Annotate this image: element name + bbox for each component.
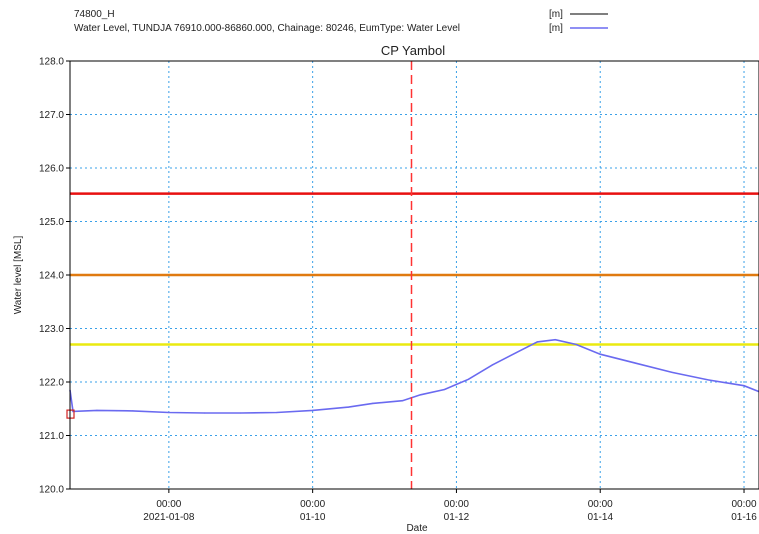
legend: 74800_H [m] Water Level, TUNDJA 76910.00… bbox=[74, 9, 608, 34]
series-point bbox=[491, 364, 493, 366]
series-point bbox=[554, 339, 556, 341]
series-point bbox=[419, 394, 422, 396]
series bbox=[69, 338, 759, 414]
series-point bbox=[276, 411, 278, 414]
series-point bbox=[347, 406, 350, 408]
y-tick-label: 122.0 bbox=[39, 378, 64, 389]
y-tick-label: 123.0 bbox=[39, 324, 64, 335]
series-point bbox=[575, 343, 577, 346]
y-tick-label: 127.0 bbox=[39, 110, 64, 121]
x-tick-date: 2021-01-08 bbox=[143, 512, 195, 523]
y-tick-label: 121.0 bbox=[39, 431, 64, 442]
series-point bbox=[312, 409, 314, 411]
series-point bbox=[132, 410, 134, 412]
series-point bbox=[240, 412, 242, 414]
threshold-lines bbox=[70, 192, 759, 346]
series-point bbox=[467, 378, 470, 380]
x-axis-label: Date bbox=[406, 523, 428, 534]
series-point bbox=[536, 341, 538, 343]
x-tick-time: 00:00 bbox=[732, 499, 757, 510]
series-point bbox=[635, 362, 637, 364]
y-tick-label: 124.0 bbox=[39, 271, 64, 282]
series-point bbox=[401, 400, 404, 402]
series-point bbox=[204, 412, 206, 414]
x-tick-time: 00:00 bbox=[156, 499, 181, 510]
y-tick-label: 125.0 bbox=[39, 217, 64, 228]
chart-title: CP Yambol bbox=[381, 43, 445, 58]
y-tick-label: 120.0 bbox=[39, 485, 64, 496]
series-point bbox=[72, 410, 74, 413]
legend-label-1: 74800_H bbox=[74, 9, 115, 20]
x-tick-date: 01-12 bbox=[444, 512, 470, 523]
series-point bbox=[707, 379, 709, 381]
x-tick-date: 01-14 bbox=[587, 512, 613, 523]
y-tick-label: 128.0 bbox=[39, 57, 64, 68]
series-point bbox=[515, 351, 517, 354]
series-point bbox=[671, 371, 673, 373]
x-axis-ticks: 00:00 2021-01-08 00:00 01-10 00:00 01-12 00:00… bbox=[143, 489, 757, 523]
series-point bbox=[743, 385, 745, 387]
y-tick-label: 126.0 bbox=[39, 164, 64, 175]
legend-unit-2: [m] bbox=[549, 23, 563, 34]
series-point bbox=[168, 411, 170, 414]
x-tick-time: 00:00 bbox=[588, 499, 613, 510]
series-line-water-level bbox=[69, 338, 759, 414]
legend-unit-1: [m] bbox=[549, 9, 563, 20]
grid bbox=[70, 61, 759, 489]
y-axis-ticks: 120.0 121.0 122.0 123.0 124.0 125.0 126.0 127.0… bbox=[39, 57, 70, 496]
x-tick-time: 00:00 bbox=[300, 499, 325, 510]
series-point bbox=[371, 402, 374, 404]
x-tick-date: 01-10 bbox=[300, 512, 326, 523]
x-tick-date: 01-16 bbox=[731, 512, 757, 523]
series-point bbox=[96, 409, 98, 411]
series-point bbox=[599, 353, 601, 355]
legend-label-2: Water Level, TUNDJA 76910.000-86860.000,… bbox=[74, 23, 460, 34]
y-axis-label: Water level [MSL] bbox=[13, 236, 24, 315]
series-point bbox=[443, 388, 446, 391]
x-tick-time: 00:00 bbox=[444, 499, 469, 510]
